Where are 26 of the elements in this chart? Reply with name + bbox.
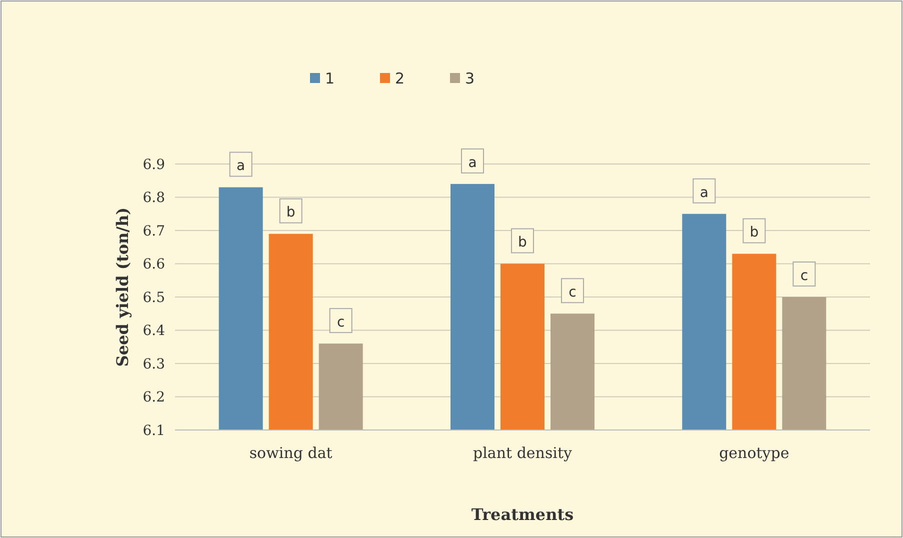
data-label: a xyxy=(236,158,246,174)
y-tick-label: 6.7 xyxy=(142,223,165,240)
y-tick-label: 6.5 xyxy=(142,290,165,306)
y-tick-label: 6.6 xyxy=(142,256,166,273)
y-tick-label: 6.8 xyxy=(142,190,165,206)
y-tick-label: 6.3 xyxy=(142,356,165,372)
data-label: b xyxy=(518,234,528,251)
data-label: c xyxy=(568,284,576,301)
x-tick-label: plant density xyxy=(473,444,572,462)
x-tick-label: sowing dat xyxy=(249,444,332,462)
y-tick-label: 6.4 xyxy=(142,323,166,340)
y-tick-label: 6.2 xyxy=(142,390,165,406)
x-axis-title: Treatments xyxy=(471,505,574,524)
y-tick-label: 6.9 xyxy=(142,156,165,173)
data-label: a xyxy=(468,154,477,171)
data-label: a xyxy=(700,184,708,201)
data-label: c xyxy=(336,314,345,330)
y-tick-label: 6.1 xyxy=(142,422,165,439)
x-tick-label: genotype xyxy=(719,444,790,462)
legend-label: 3 xyxy=(465,69,475,88)
data-label: c xyxy=(800,268,808,284)
legend-label: 2 xyxy=(395,69,405,88)
data-label: b xyxy=(286,204,296,221)
y-axis-title: Seed yield (ton/h) xyxy=(113,207,132,367)
legend-label: 1 xyxy=(325,69,335,88)
data-label: b xyxy=(750,224,759,241)
